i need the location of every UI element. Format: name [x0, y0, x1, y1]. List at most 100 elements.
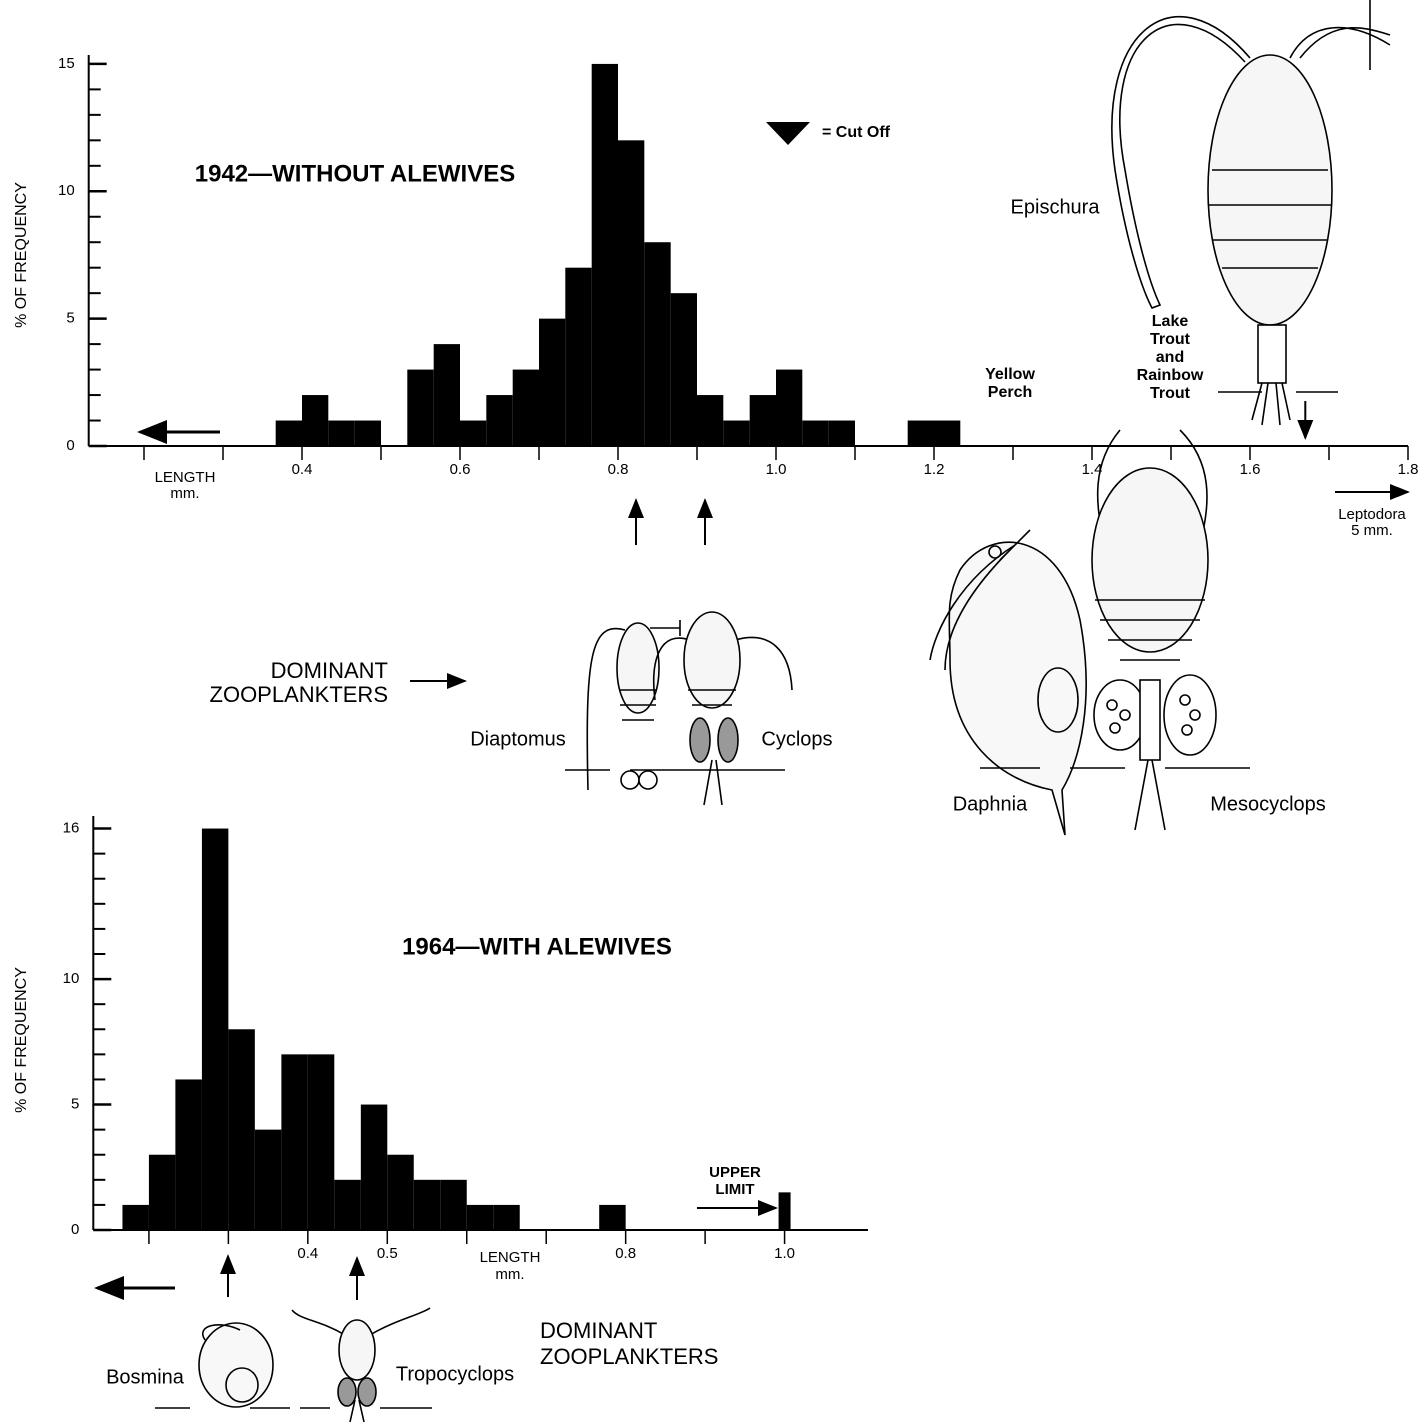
tropocyclops-drawing: [291, 1307, 432, 1423]
bar: [148, 1154, 176, 1230]
annotation: Trout: [1150, 331, 1191, 348]
organism-label: Cyclops: [761, 728, 832, 750]
daphnia-drawing: [929, 529, 1125, 836]
bosmina-drawing: [155, 1322, 290, 1409]
y-tick-label: 15: [58, 55, 75, 72]
bar: [749, 395, 776, 446]
bar: [281, 1054, 308, 1230]
x-tick-label: 1.4: [1082, 461, 1103, 478]
annotation: Trout: [1150, 385, 1191, 402]
annotation: Lake: [1152, 313, 1189, 330]
bar: [934, 420, 961, 446]
bar: [360, 1104, 388, 1230]
bar: [486, 395, 513, 446]
annotation: UPPER: [709, 1164, 761, 1181]
bar: [539, 318, 566, 446]
bar: [644, 242, 671, 446]
bar: [302, 395, 329, 446]
x-tick-label: 1.2: [924, 461, 945, 478]
annotation: 5 mm.: [1351, 522, 1393, 539]
x-tick-label: 1.6: [1240, 461, 1261, 478]
bar: [175, 1079, 202, 1230]
bar: [354, 420, 381, 446]
x-tick-label: 1.8: [1398, 461, 1419, 478]
y-axis-label: % OF FREQUENCY: [13, 182, 30, 328]
cyclops-drawing: [652, 611, 793, 806]
bar: [228, 1029, 255, 1230]
x-tick-label: 0.6: [450, 461, 471, 478]
bar: [440, 1179, 467, 1230]
dominant-label: DOMINANT: [540, 1318, 657, 1343]
x-axis-label: LENGTH: [480, 1249, 541, 1266]
bar: [565, 267, 592, 446]
x-tick-label: 0.8: [608, 461, 629, 478]
bar: [493, 1204, 520, 1230]
organism-label: Bosmina: [106, 1366, 185, 1388]
annotation: Rainbow: [1137, 367, 1204, 384]
illustrations: [94, 0, 1410, 1423]
y-axis-label: % OF FREQUENCY: [13, 967, 30, 1113]
y-tick-label: 0: [71, 1221, 79, 1238]
bar: [413, 1179, 441, 1230]
bar: [697, 395, 724, 446]
y-tick-label: 0: [66, 437, 74, 454]
y-tick-label: 5: [66, 310, 74, 327]
bar: [328, 420, 355, 446]
epischura-drawing: [1111, 0, 1391, 426]
y-tick-label: 10: [63, 970, 80, 987]
bar: [512, 369, 539, 446]
bar: [670, 293, 697, 446]
bar: [802, 420, 829, 446]
annotation: Epischura: [1011, 196, 1101, 218]
y-tick-label: 5: [71, 1096, 79, 1113]
bar: [591, 63, 618, 446]
chart-title: 1964—WITH ALEWIVES: [402, 933, 672, 960]
bar: [433, 344, 460, 446]
bar: [334, 1179, 361, 1230]
organism-label: Daphnia: [953, 793, 1028, 815]
organism-label: Diaptomus: [470, 728, 566, 750]
dominant-label: ZOOPLANKTERS: [540, 1344, 718, 1369]
x-tick-label: 0.5: [377, 1245, 398, 1262]
y-tick-label: 16: [63, 820, 80, 837]
bar: [618, 140, 645, 446]
upper-limit-bar: [778, 1192, 791, 1230]
x-axis-label: mm.: [495, 1266, 524, 1283]
chart-title: 1942—WITHOUT ALEWIVES: [195, 160, 515, 187]
bar: [723, 420, 750, 446]
bar: [466, 1204, 494, 1230]
annotation: Yellow: [985, 366, 1035, 383]
bar: [907, 420, 934, 446]
bar: [122, 1204, 149, 1230]
diaptomus-drawing: [565, 620, 700, 791]
x-tick-label: 1.0: [766, 461, 787, 478]
bar: [599, 1204, 626, 1230]
annotation: Perch: [988, 384, 1032, 401]
y-tick-label: 10: [58, 182, 75, 199]
x-tick-label: 0.8: [615, 1245, 636, 1262]
organism-label: Mesocyclops: [1210, 793, 1326, 815]
annotation: Leptodora: [1338, 506, 1406, 523]
legend-symbol: [766, 122, 810, 145]
bar: [201, 828, 229, 1230]
bar: [460, 420, 487, 446]
x-tick-label: 1.0: [774, 1245, 795, 1262]
x-tick-label: 0.4: [297, 1245, 318, 1262]
x-axis-label: LENGTH: [155, 469, 216, 486]
dominant-label: ZOOPLANKTERS: [210, 682, 388, 707]
bar: [828, 420, 855, 446]
bar: [254, 1129, 282, 1230]
bar: [275, 420, 302, 446]
bar: [307, 1054, 335, 1230]
dominant-label: DOMINANT: [271, 658, 388, 683]
x-axis-label: mm.: [170, 485, 199, 502]
bar: [407, 369, 434, 446]
legend-label: = Cut Off: [822, 124, 891, 141]
x-tick-label: 0.4: [292, 461, 313, 478]
annotation: LIMIT: [715, 1181, 754, 1198]
bar: [776, 369, 803, 446]
annotation: and: [1156, 349, 1184, 366]
bar: [387, 1154, 414, 1230]
organism-label: Tropocyclops: [396, 1363, 514, 1385]
